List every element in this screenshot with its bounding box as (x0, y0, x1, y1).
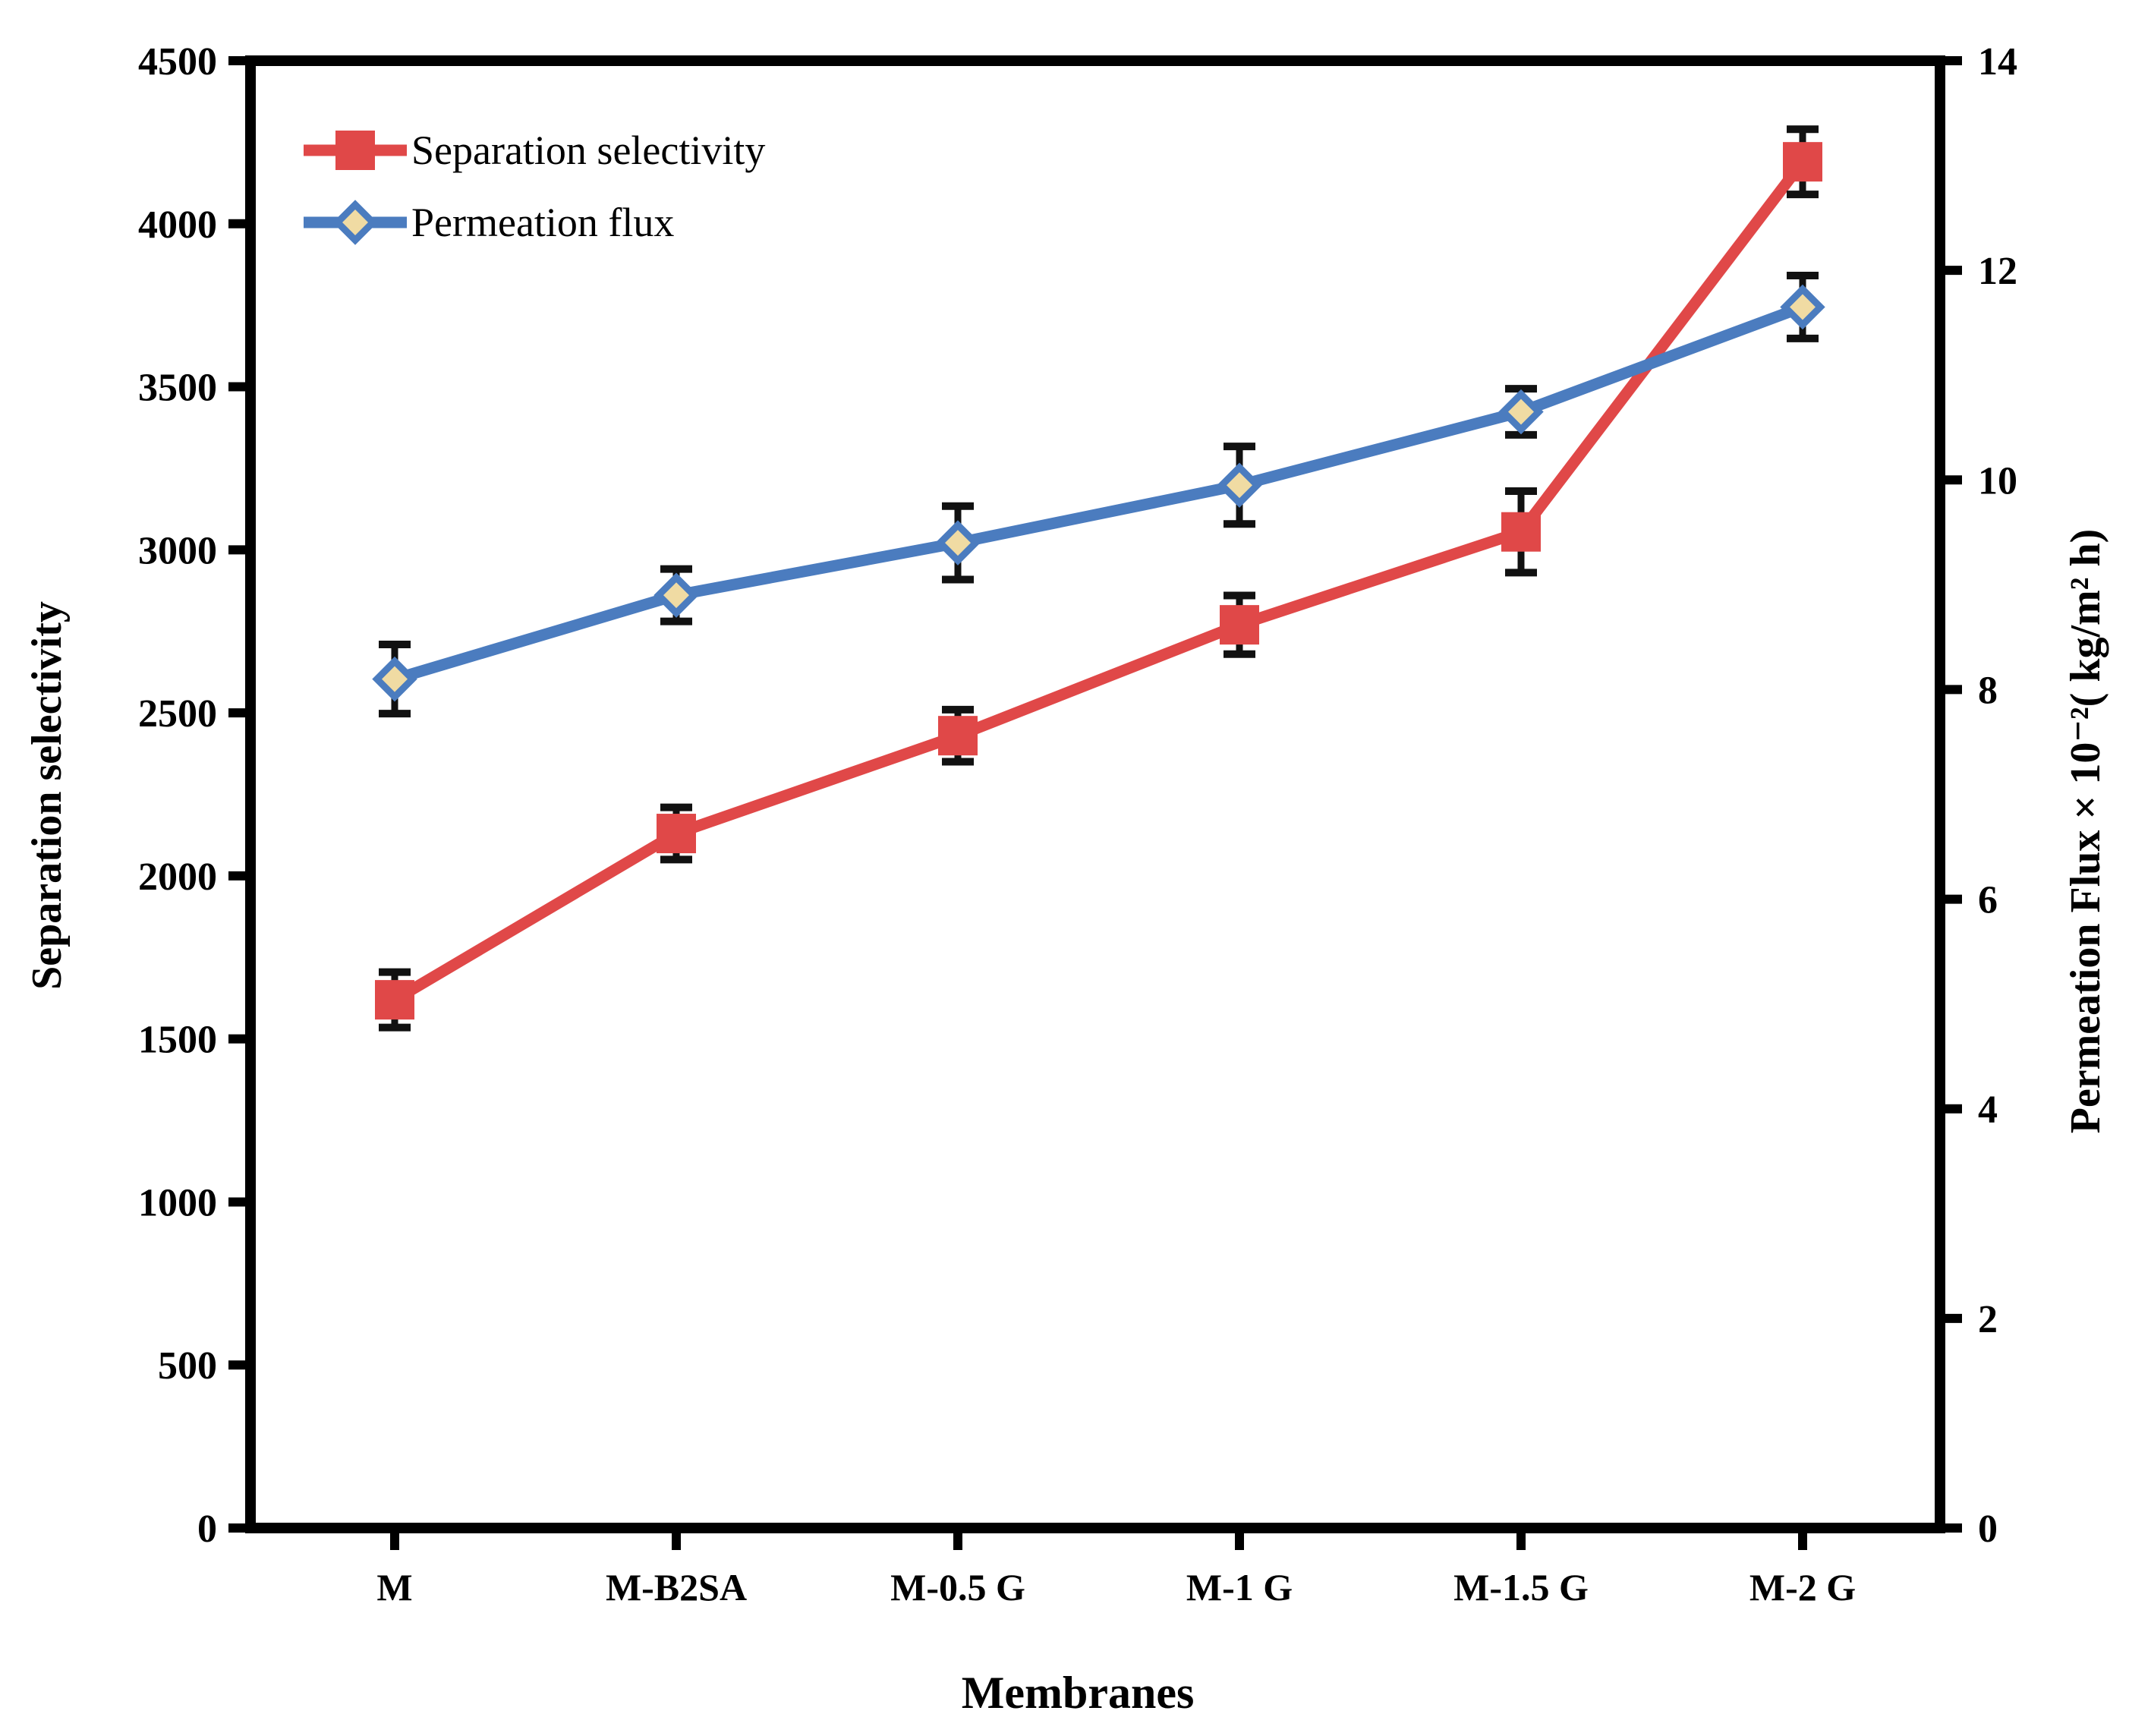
left-axis-tick-label: 2000 (138, 855, 217, 899)
right-axis-tick-label: 12 (1978, 250, 2017, 293)
legend-item-permeation-flux: Permeation flux (302, 186, 765, 258)
x-axis-title: Membranes (961, 1668, 1195, 1718)
right-axis-tick-label: 14 (1978, 40, 2017, 83)
x-axis-category-label: M-2 G (1749, 1566, 1856, 1608)
data-point-square-marker (657, 814, 696, 854)
left-axis-tick-label: 0 (197, 1508, 217, 1551)
series-line-0 (392, 158, 1807, 1005)
legend-label-separation-selectivity: Separation selectivity (411, 127, 766, 173)
left-axis-tick-label: 4500 (138, 40, 217, 83)
series-line-1 (392, 301, 1805, 685)
left-axis-tick-label: 3500 (138, 367, 217, 410)
right-axis-tick-label: 2 (1978, 1298, 1998, 1341)
data-point-diamond-marker (1498, 389, 1544, 435)
x-axis-category-label: M-0.5 G (890, 1566, 1025, 1608)
data-point-square-marker (938, 716, 978, 756)
left-axis-tick-label: 2500 (138, 692, 217, 736)
x-axis-category-label: M-1.5 G (1453, 1566, 1589, 1608)
left-axis-title: Separation selectivity (24, 601, 71, 990)
legend: Separation selectivity Permeation flux (302, 114, 765, 258)
data-point-diamond-marker (1780, 284, 1825, 330)
data-point-diamond-marker (935, 520, 981, 566)
data-point-diamond-marker (332, 199, 378, 245)
left-axis-tick-label: 500 (158, 1344, 217, 1388)
data-point-square-marker (335, 130, 375, 170)
left-axis-tick-label: 1500 (138, 1019, 217, 1062)
legend-diamond-marker-icon (304, 199, 407, 245)
series-points-0 (375, 125, 1822, 1032)
x-axis-category-label: M-B2SA (606, 1566, 747, 1608)
legend-item-separation-selectivity: Separation selectivity (302, 114, 765, 186)
data-point-diamond-marker (1217, 462, 1262, 508)
left-axis-tick-label: 3000 (138, 529, 217, 572)
left-axis-tick-label: 4000 (138, 203, 217, 247)
data-point-diamond-marker (653, 572, 699, 618)
legend-square-marker-icon (304, 130, 407, 170)
left-axis-tick-label: 1000 (138, 1181, 217, 1224)
x-axis-category-label: M (376, 1566, 412, 1608)
data-point-square-marker (1783, 142, 1822, 182)
right-axis-tick-label: 0 (1978, 1508, 1998, 1551)
right-axis-tick-label: 4 (1978, 1089, 1998, 1132)
plot-frame (245, 55, 1945, 1533)
data-point-diamond-marker (372, 656, 417, 702)
x-axis-category-label: M-1 G (1186, 1566, 1293, 1608)
series-points-1 (372, 272, 1825, 718)
right-axis-title: Permeation Flux × 10⁻²( kg/m² h) (2062, 528, 2109, 1134)
right-axis-tick-label: 10 (1978, 459, 2017, 503)
data-point-square-marker (375, 980, 414, 1020)
data-point-square-marker (1501, 512, 1541, 552)
legend-label-permeation-flux: Permeation flux (411, 199, 675, 245)
data-point-square-marker (1220, 605, 1259, 645)
right-axis-tick-label: 8 (1978, 669, 1998, 712)
right-axis-tick-label: 6 (1978, 879, 1998, 922)
